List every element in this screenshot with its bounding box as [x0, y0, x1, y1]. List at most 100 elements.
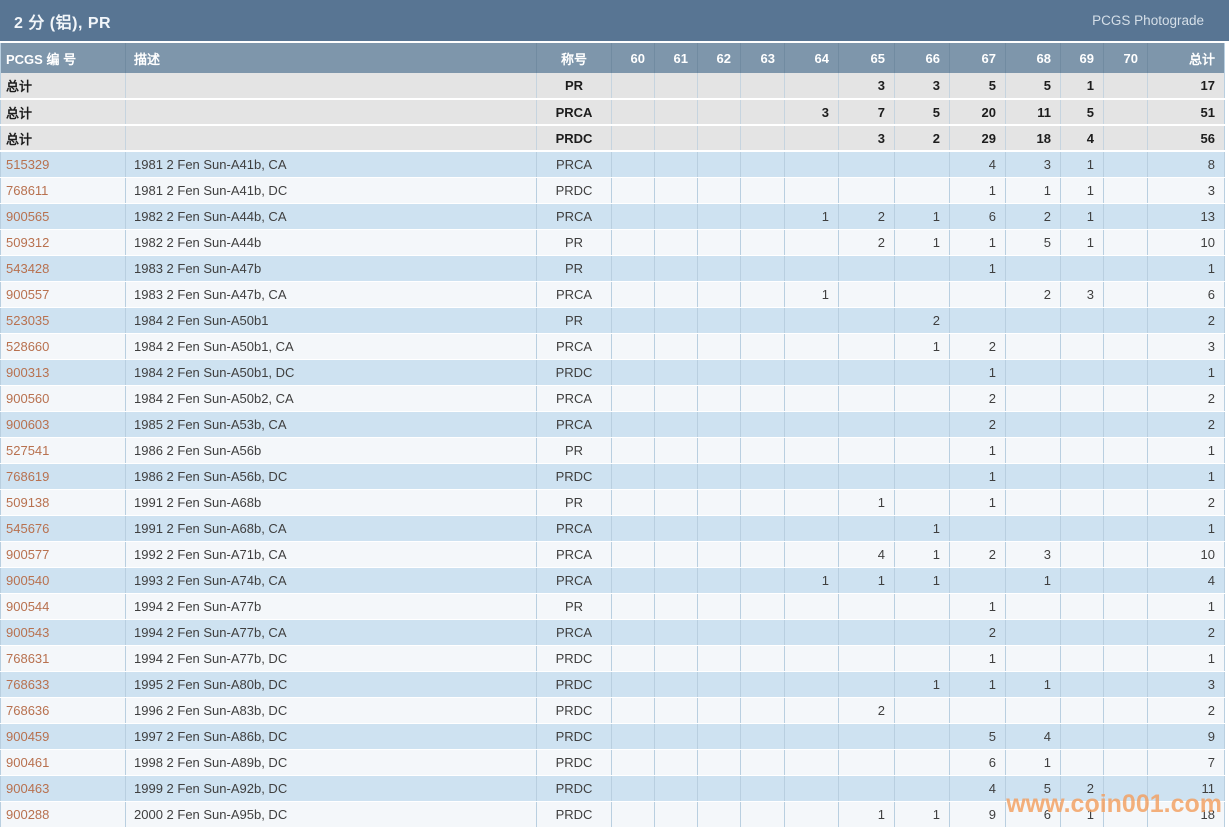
- pcgs-number-link[interactable]: 900603: [6, 416, 50, 432]
- pcgs-number-link[interactable]: 900540: [6, 572, 50, 588]
- grade-count-cell: [1005, 255, 1061, 282]
- grade-count-cell: 1: [1060, 73, 1104, 100]
- grade-count-cell: 2: [894, 307, 950, 334]
- grade-count-cell: [1103, 619, 1148, 646]
- table-row: 523035 1984 2 Fen Sun-A50b1 PR 2 2: [0, 307, 1225, 334]
- grade-count-cell: 3: [838, 73, 895, 100]
- pcgs-number-link[interactable]: 900288: [6, 806, 50, 822]
- summary-row: 总计 PR 3 3 5 5 1 17: [0, 73, 1225, 100]
- pcgs-number-link[interactable]: 900463: [6, 780, 50, 796]
- grade-count-cell: 2: [1005, 281, 1061, 308]
- pcgs-number-link[interactable]: 768611: [6, 182, 49, 198]
- pcgs-number-link[interactable]: 900543: [6, 624, 50, 640]
- grade-count-cell: 4: [1060, 125, 1104, 152]
- pcgs-number-link[interactable]: 900544: [6, 598, 50, 614]
- pcgs-number-link[interactable]: 900577: [6, 546, 50, 562]
- grade-count-cell: [611, 593, 655, 620]
- grade-count-cell: 5: [949, 723, 1006, 750]
- column-header-14: 总计: [1147, 43, 1225, 73]
- grade-count-cell: [894, 645, 950, 672]
- pcgs-number-link[interactable]: 768633: [6, 676, 50, 692]
- grade-count-cell: [1103, 541, 1148, 568]
- grade-count-cell: [654, 801, 698, 828]
- grade-count-cell: 2: [1060, 775, 1104, 802]
- grade-count-cell: [697, 645, 741, 672]
- pcgs-number-link[interactable]: 527541: [6, 442, 50, 458]
- designation-cell: PRCA: [536, 411, 612, 438]
- total-cell: 2: [1147, 489, 1225, 516]
- column-header-4: 61: [654, 43, 698, 73]
- grade-count-cell: [838, 281, 895, 308]
- pcgs-photograde-link[interactable]: PCGS Photograde: [1092, 13, 1204, 28]
- grade-count-cell: [784, 645, 839, 672]
- table-header-row: PCGS 编 号描述 称号 60 61 62 63 64 65 66 67 68 69 70 总计: [0, 43, 1225, 73]
- grade-count-cell: [784, 333, 839, 360]
- total-cell: 3: [1147, 177, 1225, 204]
- grade-count-cell: [784, 463, 839, 490]
- grade-count-cell: [740, 593, 785, 620]
- grade-count-cell: 1: [894, 515, 950, 542]
- total-cell: 2: [1147, 385, 1225, 412]
- pcgs-number-link[interactable]: 768619: [6, 468, 50, 484]
- pcgs-number-link[interactable]: 543428: [6, 260, 50, 276]
- grade-count-cell: [1103, 385, 1148, 412]
- pcgs-number-link[interactable]: 900459: [6, 728, 50, 744]
- pcgs-number-link[interactable]: 900560: [6, 390, 50, 406]
- pcgs-number-link[interactable]: 900313: [6, 364, 50, 380]
- grade-count-cell: [740, 203, 785, 230]
- grade-count-cell: [894, 775, 950, 802]
- grade-count-cell: 3: [838, 125, 895, 152]
- grade-count-cell: [894, 281, 950, 308]
- pcgs-number-cell: 545676: [0, 515, 126, 542]
- pcgs-number-link[interactable]: 509138: [6, 494, 50, 510]
- total-cell: 1: [1147, 515, 1225, 542]
- grade-count-cell: 11: [1005, 99, 1061, 126]
- pcgs-number-link[interactable]: 545676: [6, 520, 50, 536]
- grade-count-cell: [611, 125, 655, 152]
- grade-count-cell: 1: [949, 359, 1006, 386]
- grade-count-cell: [697, 801, 741, 828]
- pcgs-number-link[interactable]: 768631: [6, 650, 50, 666]
- pcgs-number-link[interactable]: 900461: [6, 754, 50, 770]
- grade-count-cell: [1005, 463, 1061, 490]
- grade-count-cell: [611, 723, 655, 750]
- table-row: 900543 1994 2 Fen Sun-A77b, CA PRCA 2 2: [0, 619, 1225, 646]
- description-cell: 1984 2 Fen Sun-A50b1, DC: [125, 359, 537, 386]
- pcgs-number-cell: 900557: [0, 281, 126, 308]
- pcgs-number-link[interactable]: 515329: [6, 156, 50, 172]
- pcgs-number-link[interactable]: 768636: [6, 702, 50, 718]
- grade-count-cell: [697, 151, 741, 178]
- grade-count-cell: [1103, 723, 1148, 750]
- grade-count-cell: [611, 229, 655, 256]
- total-cell: 11: [1147, 775, 1225, 802]
- pcgs-number-link[interactable]: 509312: [6, 234, 50, 250]
- grade-count-cell: [1005, 489, 1061, 516]
- grade-count-cell: [894, 385, 950, 412]
- grade-count-cell: 5: [1005, 229, 1061, 256]
- grade-count-cell: [838, 333, 895, 360]
- grade-count-cell: [1060, 333, 1104, 360]
- grade-count-cell: [1060, 567, 1104, 594]
- pcgs-number-cell: 768611: [0, 177, 126, 204]
- grade-count-cell: [1060, 489, 1104, 516]
- grade-count-cell: [740, 255, 785, 282]
- grade-count-cell: [1060, 359, 1104, 386]
- grade-count-cell: 3: [784, 99, 839, 126]
- pcgs-number-cell: 523035: [0, 307, 126, 334]
- pcgs-number-link[interactable]: 523035: [6, 312, 50, 328]
- description-cell: 1995 2 Fen Sun-A80b, DC: [125, 671, 537, 698]
- pcgs-number-link[interactable]: 528660: [6, 338, 50, 354]
- pcgs-number-link[interactable]: 900565: [6, 208, 50, 224]
- total-cell: 2: [1147, 411, 1225, 438]
- grade-count-cell: [838, 723, 895, 750]
- grade-count-cell: [784, 229, 839, 256]
- grade-count-cell: 2: [949, 385, 1006, 412]
- grade-count-cell: 4: [949, 151, 1006, 178]
- grade-count-cell: [1103, 151, 1148, 178]
- grade-count-cell: [740, 801, 785, 828]
- grade-count-cell: [654, 385, 698, 412]
- grade-count-cell: [894, 411, 950, 438]
- pcgs-number-link[interactable]: 900557: [6, 286, 50, 302]
- description-cell: 1994 2 Fen Sun-A77b, DC: [125, 645, 537, 672]
- grade-count-cell: [784, 177, 839, 204]
